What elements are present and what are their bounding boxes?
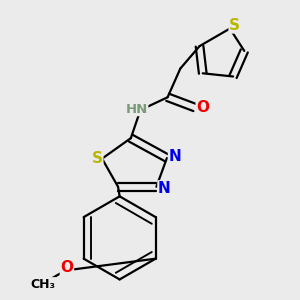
Text: N: N — [158, 181, 171, 196]
Text: O: O — [196, 100, 209, 115]
Text: CH₃: CH₃ — [30, 278, 56, 291]
Text: N: N — [169, 149, 181, 164]
Text: S: S — [229, 18, 240, 33]
Text: O: O — [60, 260, 74, 275]
Text: HN: HN — [125, 103, 148, 116]
Text: S: S — [92, 151, 103, 166]
